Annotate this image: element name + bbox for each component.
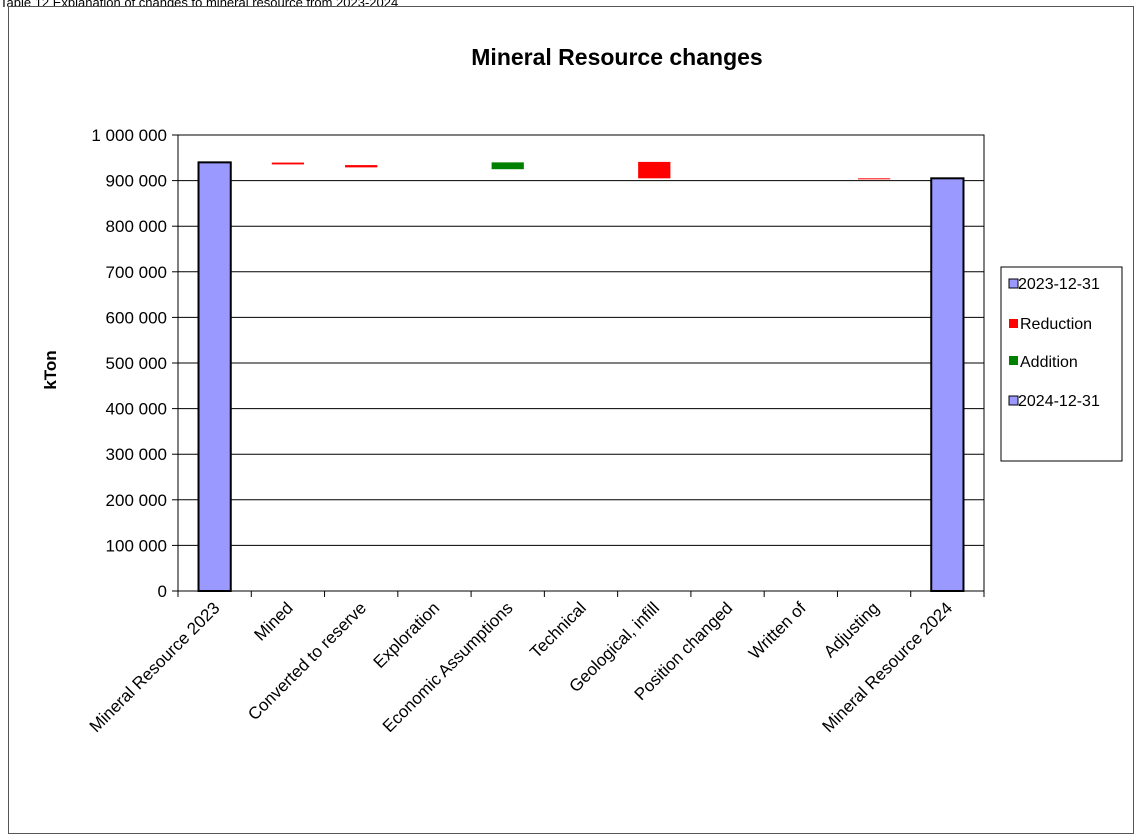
y-tick-label: 100 000 [106,536,167,555]
y-tick-label: 700 000 [106,263,167,282]
bar-reduction-7 [638,161,671,179]
legend: 2023-12-31 Reduction Addition 2024-12-31 [1000,266,1123,462]
bar-addition-5 [491,162,524,170]
legend-label-2024: 2024-12-31 [1018,393,1100,410]
legend-swatch-reduction [1009,319,1018,328]
y-tick-label: 300 000 [106,445,167,464]
y-tick-label: 600 000 [106,308,167,327]
legend-label-reduction: Reduction [1020,316,1092,333]
y-tick-label: 800 000 [106,217,167,236]
axes [172,134,985,597]
y-tick-label: 900 000 [106,172,167,191]
x-tick-label: Exploration [370,598,444,672]
bar-reduction-3 [345,165,378,168]
legend-swatch-2023 [1008,278,1019,289]
x-tick-label: Mineral Resource 2023 [86,598,224,736]
chart-title: Mineral Resource changes [471,44,762,70]
y-tick-label: 400 000 [106,400,167,419]
legend-box [1000,266,1123,462]
x-tick-label: Adjusting [820,598,883,661]
legend-swatch-addition [1009,356,1018,365]
x-tick-label: Mineral Resource 2024 [818,598,956,736]
x-tick-label: Economic Assumptions [379,598,517,736]
y-axis-label: kTon [41,350,60,389]
legend-label-2023: 2023-12-31 [1018,276,1100,293]
bar-2024-12-31-11 [930,177,965,592]
legend-label-addition: Addition [1020,354,1078,371]
x-tick-label: Written of [745,598,810,663]
y-tick-label: 200 000 [106,491,167,510]
bar-group [197,161,965,593]
x-tick-label: Mined [251,598,297,644]
bar-reduction-2 [271,162,305,165]
plot-area-border [177,134,985,592]
legend-swatch-2024 [1008,395,1019,406]
y-tick-label: 1 000 000 [91,126,167,145]
y-tick-labels: 0 100 000 200 000 300 000 400 000 500 000 600 … [91,126,167,601]
bar-reduction-10 [857,178,891,180]
x-tick-label: Technical [526,598,590,662]
table-caption: Table 12 Explanation of changes to miner… [0,0,399,10]
y-tick-label: 0 [158,582,167,601]
bar-2023-12-31-1 [197,161,232,593]
gridlines [178,134,984,546]
y-tick-label: 500 000 [106,354,167,373]
